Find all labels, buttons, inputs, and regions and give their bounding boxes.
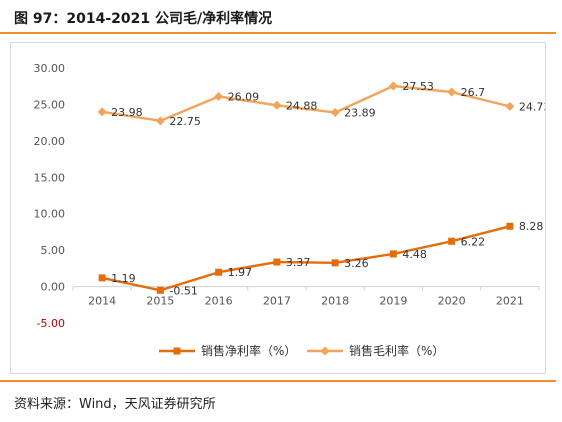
data-label: 24.73 (519, 100, 545, 113)
data-label: 6.22 (461, 235, 486, 248)
data-label: 23.89 (344, 107, 376, 120)
legend-marker-diamond (320, 346, 330, 356)
data-point-gross-margin (505, 101, 515, 111)
x-tick-label: 2017 (263, 295, 291, 308)
data-label: 8.28 (519, 220, 544, 233)
data-label: 27.53 (402, 80, 434, 93)
data-point-gross-margin (330, 108, 340, 118)
series-line-gross-margin (101, 84, 511, 123)
data-point-net-margin (98, 274, 106, 282)
x-tick-label: 2016 (205, 295, 233, 308)
data-label: 24.88 (286, 99, 318, 112)
data-point-gross-margin (155, 116, 165, 126)
data-label: 3.26 (344, 257, 369, 270)
data-point-net-margin (448, 237, 456, 245)
data-point-gross-margin (388, 81, 398, 91)
chart-panel: 30.00 25.00 20.00 15.00 10.00 5.00 0.00 -5.00 20… (10, 42, 551, 374)
data-point-gross-margin (97, 107, 107, 117)
y-tick-label: 15.00 (34, 171, 66, 184)
x-tick-label: 2015 (146, 295, 174, 308)
x-tick-label: 2018 (321, 295, 349, 308)
data-point-gross-margin (272, 100, 282, 110)
data-point-net-margin (215, 268, 223, 276)
source-note: 资料来源：Wind，天风证券研究所 (14, 397, 216, 412)
legend-marker-square (173, 347, 181, 355)
legend-label: 销售毛利率（%） (349, 343, 444, 358)
data-point-gross-margin (214, 91, 224, 101)
data-label: 1.97 (228, 266, 253, 279)
y-tick-label: 30.00 (34, 62, 66, 75)
y-tick-label: -5.00 (37, 317, 65, 330)
y-tick-label: 10.00 (34, 208, 66, 221)
y-tick-label: 20.00 (34, 135, 66, 148)
data-point-net-margin (506, 222, 514, 230)
series-line-net-margin (101, 225, 511, 292)
data-label: 4.48 (402, 248, 427, 261)
data-point-net-margin (156, 286, 164, 294)
data-label: 23.98 (111, 106, 143, 119)
data-label: 26.7 (461, 86, 486, 99)
data-point-gross-margin (447, 87, 457, 97)
top-divider (0, 32, 556, 34)
legend-label: 销售净利率（%） (201, 343, 296, 358)
x-tick-label: 2019 (379, 295, 407, 308)
data-label: 3.37 (286, 256, 311, 269)
data-label: 1.19 (111, 272, 136, 285)
data-label: -0.51 (169, 284, 197, 297)
y-tick-label: 5.00 (41, 244, 66, 257)
figure-title: 图 97：2014-2021 公司毛/净利率情况 (14, 11, 273, 27)
x-tick-label: 2014 (88, 295, 116, 308)
data-label: 26.09 (228, 90, 260, 103)
y-tick-label: 0.00 (41, 281, 66, 294)
line-chart: 30.00 25.00 20.00 15.00 10.00 5.00 0.00 -5.00 20… (34, 62, 551, 358)
data-point-net-margin (273, 258, 281, 266)
data-point-net-margin (389, 250, 397, 258)
x-tick-label: 2021 (496, 295, 524, 308)
x-tick-label: 2020 (438, 295, 466, 308)
y-tick-label: 25.00 (34, 98, 66, 111)
data-label: 22.75 (169, 115, 201, 128)
data-point-net-margin (331, 259, 339, 267)
bottom-divider (0, 380, 556, 382)
